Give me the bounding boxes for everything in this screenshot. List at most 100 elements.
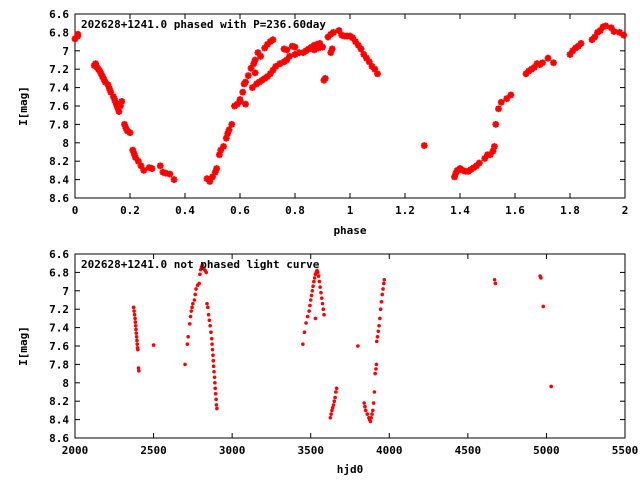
data-point xyxy=(134,335,139,339)
data-point xyxy=(373,371,377,376)
tick-group: 2000 2500 3000 3500 4000 4500 5000 5500 6.6 6.8 7 7… xyxy=(49,248,638,457)
data-point xyxy=(372,390,377,394)
data-point xyxy=(212,369,216,374)
data-point xyxy=(116,102,124,110)
data-point xyxy=(166,170,174,178)
data-point xyxy=(209,336,214,341)
data-point xyxy=(186,335,190,339)
data-point xyxy=(370,412,374,416)
plot-title: 202628+1241.0 not phased light curve xyxy=(81,258,320,271)
data-point xyxy=(539,59,546,67)
data-point xyxy=(330,29,337,36)
data-point xyxy=(379,300,384,304)
y-tick-label: 8.2 xyxy=(49,395,69,408)
data-point xyxy=(610,28,618,35)
y-tick-label: 7.8 xyxy=(49,358,69,371)
data-point xyxy=(374,70,381,78)
data-point xyxy=(209,330,213,335)
data-point xyxy=(486,151,494,159)
data-point xyxy=(204,270,209,275)
data-point xyxy=(541,304,546,309)
data-point xyxy=(321,307,326,312)
y-tick-label: 8.6 xyxy=(49,432,69,445)
data-point xyxy=(134,157,142,165)
data-point xyxy=(356,344,360,348)
data-point xyxy=(369,415,374,420)
y-tick-label: 7.2 xyxy=(49,63,69,76)
data-point xyxy=(192,298,197,302)
data-point xyxy=(310,289,315,293)
y-tick-label: 7.4 xyxy=(49,322,69,335)
data-point xyxy=(332,399,337,404)
tick-group: 0 0.2 0.4 0.6 0.8 1 1.2 1.4 1.6 1.8 2 6.6 6.8 7 7.2 7.4… xyxy=(49,8,628,217)
data-point xyxy=(185,342,190,346)
data-point xyxy=(200,263,205,267)
data-point xyxy=(190,305,194,310)
data-point xyxy=(242,100,249,108)
data-point xyxy=(317,279,322,284)
data-point xyxy=(311,284,315,289)
data-point xyxy=(148,165,156,172)
y-tick-label: 6.6 xyxy=(49,8,69,21)
y-axis-label: I[mag] xyxy=(17,86,30,126)
data-point xyxy=(286,52,293,60)
data-point xyxy=(208,323,212,328)
data-point xyxy=(378,316,382,321)
data-point xyxy=(328,45,336,53)
data-point xyxy=(132,312,137,317)
data-point xyxy=(321,75,329,82)
data-point xyxy=(205,301,209,306)
data-point xyxy=(236,98,244,105)
y-tick-label: 7 xyxy=(62,45,69,58)
y-tick-label: 7.6 xyxy=(49,100,69,113)
data-point xyxy=(210,347,215,352)
y-tick-label: 8.6 xyxy=(49,192,69,205)
data-point xyxy=(194,287,198,291)
data-point xyxy=(330,408,334,413)
data-point xyxy=(247,64,255,72)
data-point xyxy=(490,143,498,150)
data-point xyxy=(319,296,324,300)
data-point xyxy=(251,56,259,64)
data-point xyxy=(135,342,140,346)
plot-frame xyxy=(74,13,626,199)
data-point xyxy=(492,277,497,282)
x-tick-label: 0.2 xyxy=(120,204,140,217)
data-point xyxy=(211,364,216,369)
data-point xyxy=(420,142,428,149)
data-point xyxy=(188,314,193,319)
x-tick-label: 1.6 xyxy=(505,204,525,217)
y-tick-label: 7.2 xyxy=(49,303,69,316)
plot-title: 202628+1241.0 phased with P=236.60day xyxy=(81,18,326,31)
data-point xyxy=(307,309,311,313)
x-axis-label: hjd0 xyxy=(337,463,364,476)
data-point xyxy=(495,105,502,113)
data-point xyxy=(213,386,217,391)
data-point xyxy=(305,314,310,319)
data-point xyxy=(375,335,380,339)
x-tick-label: 3000 xyxy=(219,444,246,457)
data-point xyxy=(602,22,610,30)
data-point xyxy=(591,33,599,41)
data-point xyxy=(380,292,385,297)
x-tick-label: 0.6 xyxy=(230,204,250,217)
data-point xyxy=(206,312,211,317)
data-point xyxy=(333,395,337,400)
data-point xyxy=(302,330,307,335)
data-point xyxy=(363,408,368,413)
data-point xyxy=(620,31,628,39)
x-tick-label: 2000 xyxy=(62,444,89,457)
x-tick-label: 1.8 xyxy=(560,204,580,217)
data-point xyxy=(207,318,212,323)
data-point xyxy=(365,412,370,416)
data-point xyxy=(215,151,223,159)
data-point xyxy=(371,401,376,405)
data-point xyxy=(315,270,320,275)
data-point xyxy=(107,88,115,96)
x-tick-label: 1.4 xyxy=(450,204,470,217)
y-tick-label: 6.8 xyxy=(49,26,69,39)
data-points xyxy=(131,263,553,424)
data-point xyxy=(376,329,381,334)
data-point xyxy=(134,331,139,335)
data-point xyxy=(308,298,313,302)
